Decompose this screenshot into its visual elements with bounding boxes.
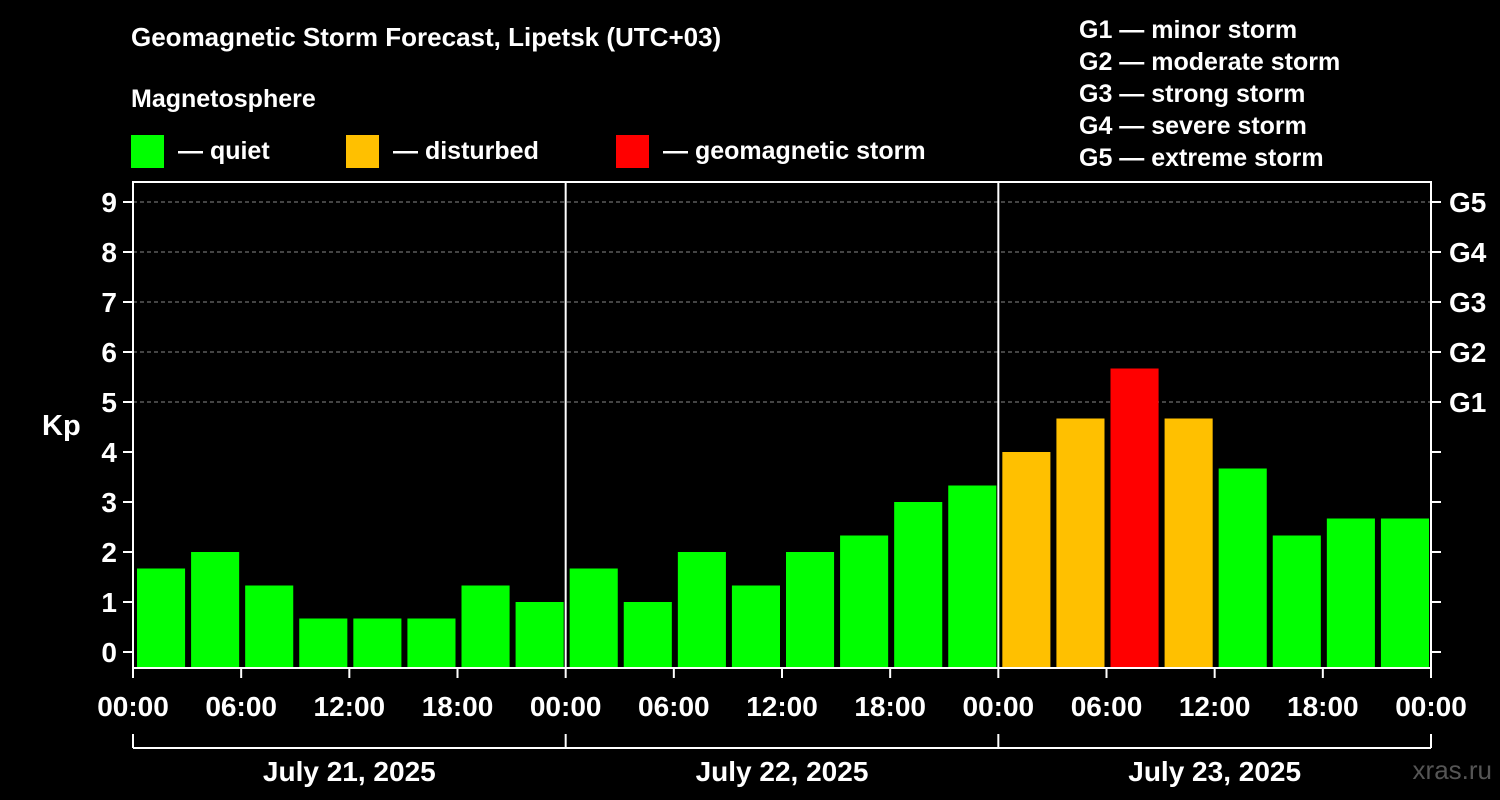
day-label-0: July 21, 2025 [263,756,436,787]
y-axis-label: Kp [42,410,81,442]
storm-scale-g5: G5 — extreme storm [1079,144,1324,172]
day-label-1: July 22, 2025 [696,756,869,787]
chart-title: Geomagnetic Storm Forecast, Lipetsk (UTC… [131,22,722,52]
kp-bar-20 [1218,468,1267,668]
kp-bar-15 [948,485,997,668]
x-tick-label-3: 18:00 [422,691,494,722]
kp-bar-4 [353,618,402,668]
x-tick-label-12: 00:00 [1395,691,1467,722]
day-label-2: July 23, 2025 [1128,756,1301,787]
x-tick-label-4: 00:00 [530,691,602,722]
right-axis-label-g1: G1 [1449,387,1486,418]
kp-bar-8 [569,568,618,668]
y-tick-label-3: 3 [101,487,117,518]
site-credit: xras.ru [1412,755,1492,785]
kp-bar-11 [731,585,780,668]
kp-bar-18 [1110,368,1159,668]
legend-label-storm: — geomagnetic storm [663,136,926,165]
x-tick-label-10: 12:00 [1179,691,1251,722]
right-axis-label-g2: G2 [1449,337,1486,368]
kp-bar-6 [461,585,510,668]
x-tick-label-6: 12:00 [746,691,818,722]
y-tick-label-4: 4 [101,437,117,468]
legend-label-quiet: — quiet [178,136,270,165]
legend-disturbed: — disturbed [346,134,539,168]
kp-bar-10 [677,552,726,668]
kp-bar-1 [191,552,240,668]
kp-bar-12 [786,552,835,668]
kp-bar-19 [1164,418,1213,668]
kp-bar-5 [407,618,456,668]
right-axis-label-g5: G5 [1449,187,1486,218]
x-tick-label-2: 12:00 [314,691,386,722]
storm-scale-g4: G4 — severe storm [1079,112,1307,140]
y-tick-label-0: 0 [101,637,117,668]
kp-bar-13 [840,535,889,668]
x-tick-label-1: 06:00 [205,691,277,722]
y-tick-label-5: 5 [101,387,117,418]
x-tick-label-11: 18:00 [1287,691,1359,722]
legend-swatch-disturbed [346,134,379,168]
right-axis-label-g3: G3 [1449,287,1486,318]
kp-bar-14 [894,502,943,668]
kp-bar-9 [623,602,672,668]
legend-label-disturbed: — disturbed [393,136,539,165]
storm-scale-legend: G1 — minor storm G2 — moderate storm G3 … [1079,14,1340,174]
x-tick-label-0: 00:00 [97,691,169,722]
storm-scale-g1: G1 — minor storm [1079,16,1298,44]
right-axis-label-g4: G4 [1449,237,1487,268]
kp-bar-17 [1056,418,1105,668]
legend-swatch-storm [616,134,649,168]
y-tick-label-2: 2 [101,537,117,568]
x-tick-label-7: 18:00 [854,691,926,722]
x-tick-label-5: 06:00 [638,691,710,722]
y-tick-label-6: 6 [101,337,117,368]
legend-storm: — geomagnetic storm [616,134,926,168]
kp-bar-0 [137,568,186,668]
x-tick-label-8: 00:00 [963,691,1035,722]
kp-bar-7 [515,602,564,668]
y-tick-label-7: 7 [101,287,117,318]
kp-bar-3 [299,618,348,668]
legend-quiet: — quiet [131,134,270,168]
kp-bar-22 [1326,518,1375,668]
kp-bar-16 [1002,452,1051,668]
storm-scale-g3: G3 — strong storm [1079,80,1306,108]
chart-subtitle: Magnetosphere [131,85,316,113]
kp-bar-23 [1380,518,1429,668]
storm-scale-g2: G2 — moderate storm [1079,48,1341,76]
kp-bar-21 [1272,535,1321,668]
legend-swatch-quiet [131,134,164,168]
kp-bar-2 [245,585,294,668]
x-tick-label-9: 06:00 [1071,691,1143,722]
y-tick-label-8: 8 [101,237,117,268]
y-tick-label-1: 1 [101,587,117,618]
y-tick-label-9: 9 [101,187,117,218]
